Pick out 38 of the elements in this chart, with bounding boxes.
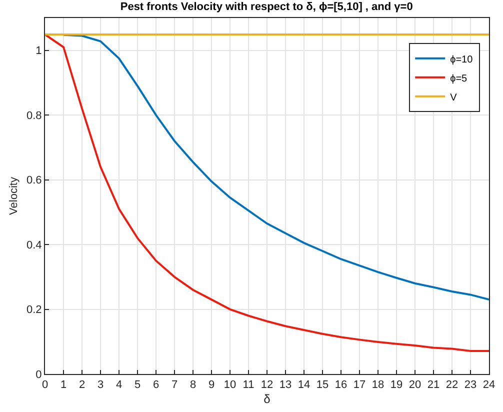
x-tick-label: 6 bbox=[152, 379, 160, 392]
x-tick-label: 18 bbox=[372, 379, 384, 392]
x-tick-label: 20 bbox=[408, 379, 422, 392]
x-tick-label: 16 bbox=[334, 379, 348, 392]
x-tick-label: 21 bbox=[427, 379, 440, 392]
legend-label: ϕ=5 bbox=[450, 73, 468, 84]
y-axis-title: Velocity bbox=[8, 176, 20, 215]
x-tick-label: 17 bbox=[353, 379, 366, 392]
x-tick-label: 19 bbox=[390, 379, 403, 392]
x-tick-label: 14 bbox=[298, 379, 310, 392]
y-tick-label: 0.2 bbox=[26, 304, 42, 316]
x-tick-label: 22 bbox=[446, 379, 458, 392]
x-tick-label: 13 bbox=[279, 379, 292, 392]
x-tick-label: 24 bbox=[482, 379, 496, 392]
y-tick-label: 0 bbox=[36, 368, 42, 381]
y-tick-label: 0.8 bbox=[26, 110, 42, 122]
chart-title: Pest fronts Velocity with respect to δ, ϕ=[5,10] , and γ=0 bbox=[120, 0, 413, 13]
x-tick-label: 23 bbox=[464, 379, 477, 392]
x-tick-label: 2 bbox=[78, 379, 86, 392]
legend-label: ϕ=10 bbox=[450, 54, 474, 66]
line-series bbox=[45, 34, 489, 352]
y-tick-label: 0.6 bbox=[26, 174, 42, 187]
x-tick-label: 10 bbox=[224, 379, 236, 392]
x-tick-label: 7 bbox=[171, 379, 178, 392]
x-tick-label: 12 bbox=[260, 379, 274, 392]
legend-label: V bbox=[450, 92, 458, 104]
x-axis-title: δ bbox=[264, 392, 271, 406]
x-tick-label: 5 bbox=[134, 379, 141, 392]
x-tick-label: 4 bbox=[116, 379, 122, 392]
x-tick-label: 1 bbox=[60, 379, 67, 392]
y-tick-label: 1 bbox=[36, 45, 42, 58]
x-tick-label: 11 bbox=[242, 379, 254, 392]
line-series bbox=[62, 34, 489, 301]
x-tick-label: 8 bbox=[190, 379, 196, 392]
y-tick-label: 0.4 bbox=[26, 239, 42, 252]
x-tick-label: 9 bbox=[208, 379, 215, 392]
x-tick-label: 15 bbox=[316, 379, 329, 392]
x-tick-label: 3 bbox=[97, 379, 104, 392]
